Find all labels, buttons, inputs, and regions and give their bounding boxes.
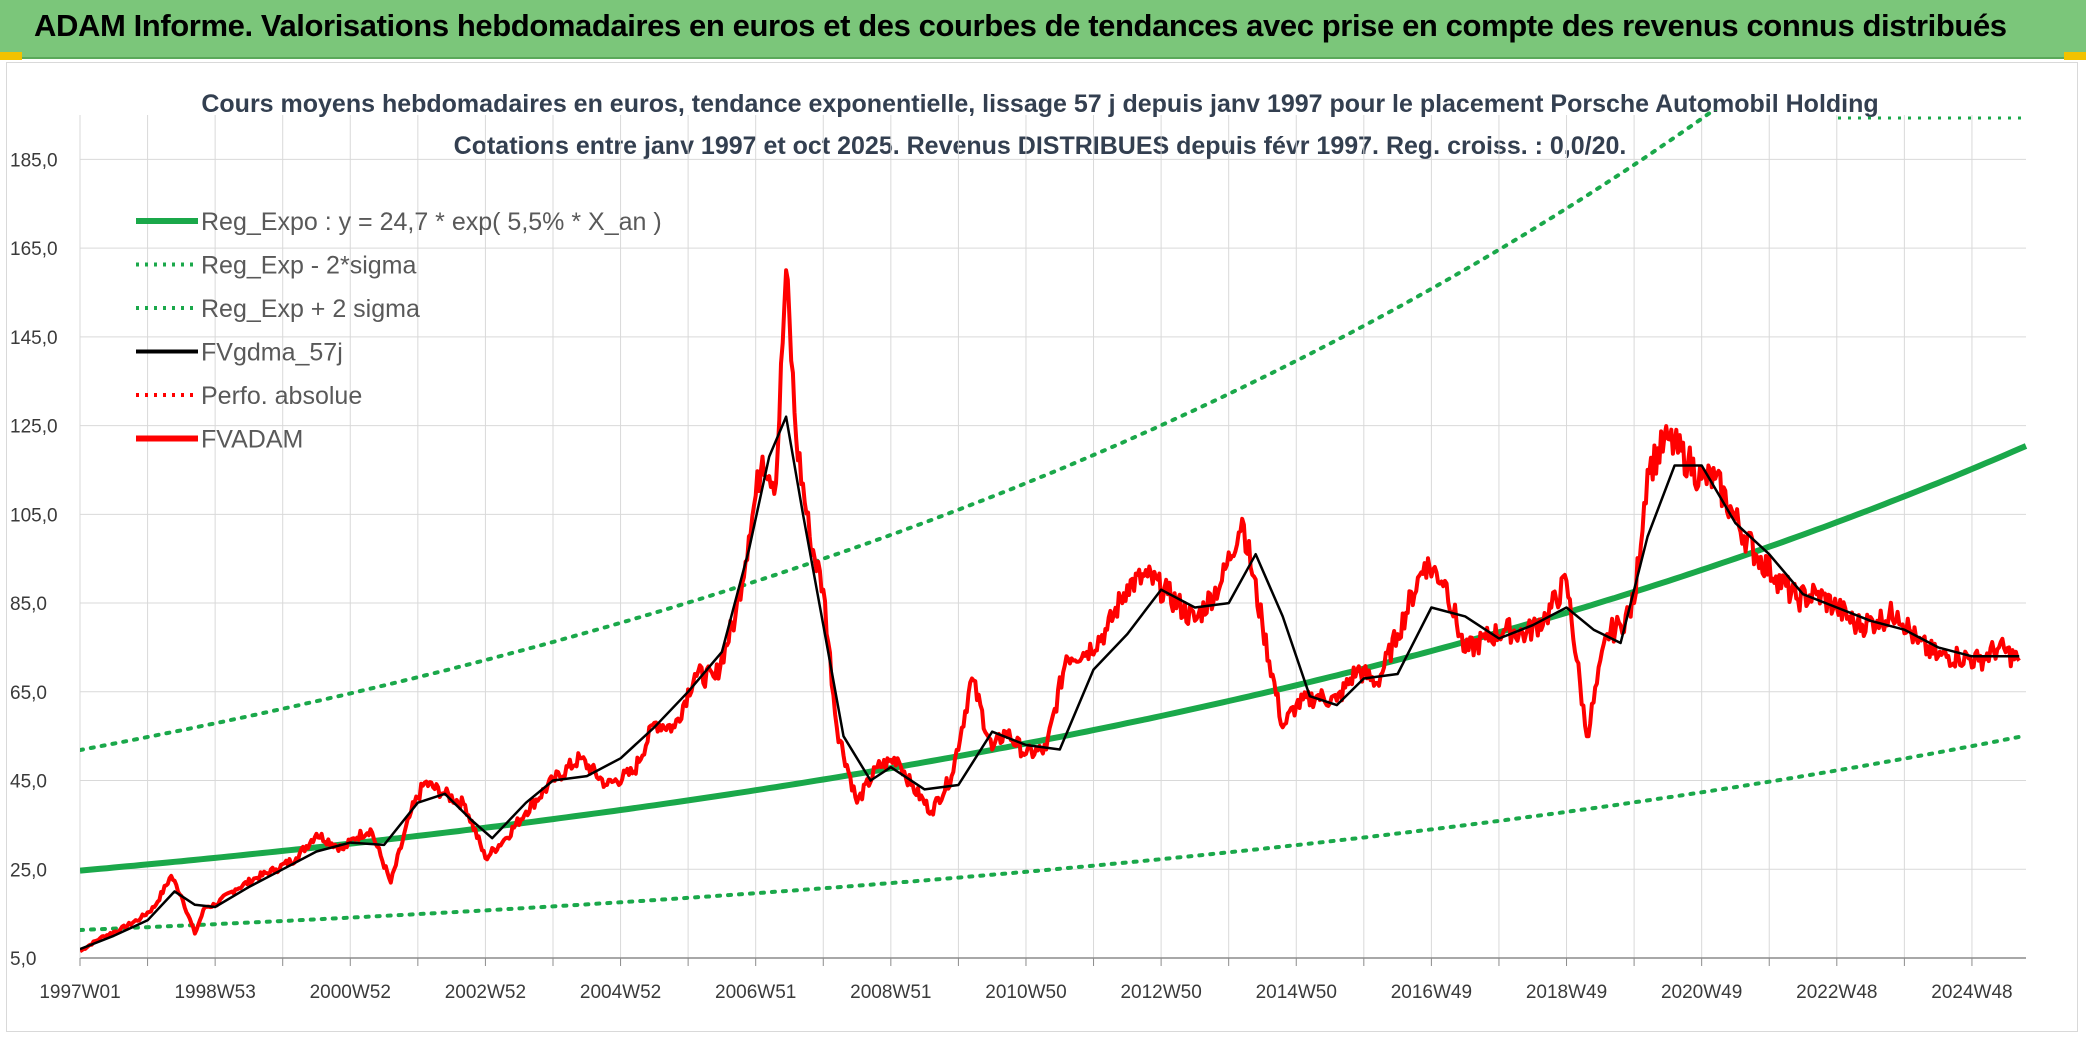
x-tick-label: 1997W01 (39, 982, 120, 1003)
y-tick-label: 65,0 (10, 683, 47, 704)
x-tick-label: 2002W52 (445, 982, 526, 1003)
x-tick-label: 2020W49 (1661, 982, 1742, 1003)
y-tick-label: 5,0 (10, 949, 36, 970)
grid (79, 115, 2026, 966)
x-tick-label: 2008W51 (850, 982, 931, 1003)
legend: Reg_Expo : y = 24,7 * exp( 5,5% * X_an )… (136, 208, 662, 454)
x-tick-label: 2010W50 (985, 982, 1066, 1003)
y-tick-label: 165,0 (10, 239, 58, 260)
corner-marker-left (0, 52, 22, 60)
header-banner: ADAM Informe. Valorisations hebdomadaire… (0, 0, 2086, 59)
chart-subtitle: Cotations entre janv 1997 et oct 2025. R… (454, 132, 1627, 160)
legend-label: Perfo. absolue (201, 382, 362, 410)
x-tick-label: 2024W48 (1931, 982, 2012, 1003)
series-reg-expo (80, 443, 2028, 874)
x-tick-label: 2016W49 (1391, 982, 1472, 1003)
x-tick-label: 2014W50 (1256, 982, 1337, 1003)
y-axis: 5,0 25,0 45,0 65,0 85,0 105,0 125,0 145,0 165,0 1… (10, 150, 58, 970)
y-tick-label: 145,0 (10, 328, 58, 349)
y-tick-label: 125,0 (10, 417, 58, 438)
plot-area (80, 110, 2028, 954)
y-tick-label: 105,0 (10, 505, 58, 526)
series-fvadam (80, 268, 2021, 954)
x-tick-label: 1998W53 (174, 982, 255, 1003)
series-reg-exp-plus-2sigma (80, 110, 1718, 752)
legend-label: FVgdma_57j (201, 339, 343, 367)
x-tick-label: 2022W48 (1796, 982, 1877, 1003)
page-title: ADAM Informe. Valorisations hebdomadaire… (34, 8, 2007, 43)
x-tick-label: 2006W51 (715, 982, 796, 1003)
x-tick-label: 2018W49 (1526, 982, 1607, 1003)
x-tick-label: 2012W50 (1120, 982, 1201, 1003)
x-tick-label: 2000W52 (310, 982, 391, 1003)
corner-marker-right (2064, 52, 2086, 60)
legend-label: Reg_Expo : y = 24,7 * exp( 5,5% * X_an ) (201, 208, 662, 236)
chart-title: Cours moyens hebdomadaires en euros, ten… (201, 90, 1878, 118)
legend-label: FVADAM (201, 426, 303, 454)
x-tick-label: 2004W52 (580, 982, 661, 1003)
series-fvgdma-57j (80, 415, 2020, 951)
x-axis: 1997W01 1998W53 2000W52 2002W52 2004W52 2006W… (39, 982, 2012, 1003)
chart-frame (6, 62, 2078, 1032)
legend-label: Reg_Exp + 2 sigma (201, 295, 420, 323)
y-tick-label: 85,0 (10, 594, 47, 615)
y-tick-label: 45,0 (10, 772, 47, 793)
legend-label: Reg_Exp - 2*sigma (201, 252, 416, 280)
series-reg-exp-minus-2sigma (80, 733, 2028, 932)
y-tick-label: 25,0 (10, 860, 47, 881)
y-tick-label: 185,0 (10, 150, 58, 171)
